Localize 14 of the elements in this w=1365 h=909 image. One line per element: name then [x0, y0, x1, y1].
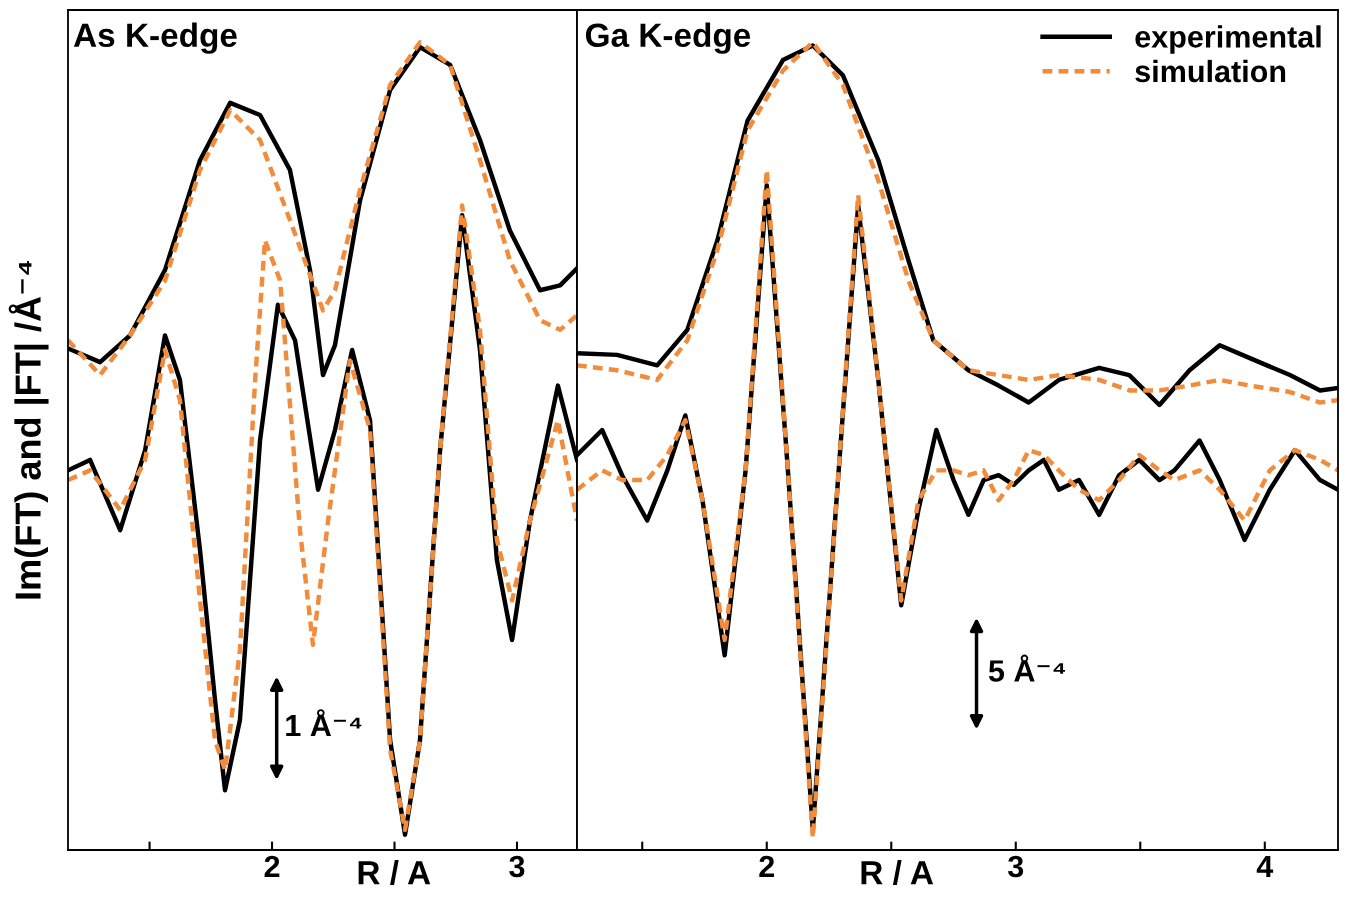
- y-axis-title: Im(FT) and |FT| /Å⁻⁴: [8, 261, 49, 599]
- annotation: 5 Å⁻⁴: [988, 654, 1066, 682]
- x-tick-label: 3: [509, 855, 525, 878]
- x-tick-label: 2: [759, 855, 775, 877]
- x-axis-title: R / A: [861, 860, 934, 885]
- legend-label: experimental: [1135, 25, 1321, 54]
- legend-label: simulation: [1135, 59, 1286, 83]
- chart-title: As K-edge: [73, 22, 237, 54]
- x-tick-label: 2: [264, 855, 280, 877]
- chart-title: Ga K-edge: [585, 22, 751, 54]
- x-axis-title: R / A: [358, 860, 431, 885]
- x-tick-label: 4: [1256, 855, 1274, 877]
- annotation: 1 Å⁻⁴: [286, 709, 362, 737]
- x-tick-label: 3: [1007, 855, 1024, 878]
